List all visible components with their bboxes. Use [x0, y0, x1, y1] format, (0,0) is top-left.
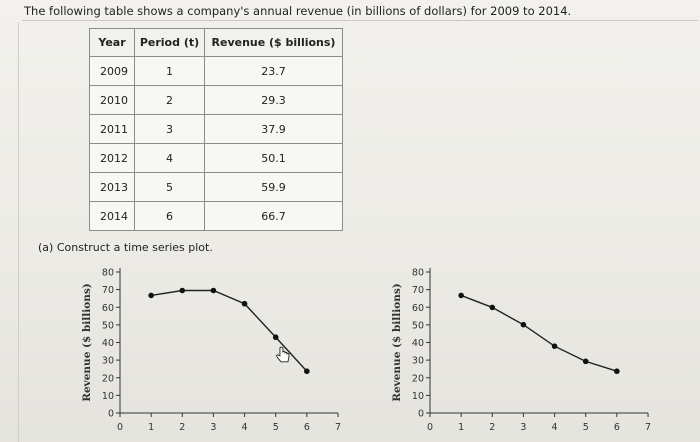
data-point — [148, 292, 154, 299]
cell-revenue: 23.7 — [204, 56, 343, 86]
y-tick-label: 60 — [412, 303, 424, 314]
y-tick-label: 20 — [102, 373, 114, 384]
cell-period: 6 — [134, 201, 205, 231]
divider — [22, 20, 698, 21]
data-point — [210, 287, 217, 294]
y-tick-label: 20 — [412, 373, 424, 384]
cell-year: 2013 — [89, 172, 135, 202]
x-tick-label: 4 — [242, 422, 248, 433]
y-tick-label: 30 — [102, 356, 114, 367]
y-axis-label: Revenue ($ billions) — [391, 283, 403, 402]
y-tick-label: 50 — [102, 320, 114, 331]
cell-revenue: 50.1 — [204, 143, 343, 173]
cell-period: 5 — [134, 172, 205, 202]
data-point — [489, 304, 496, 311]
cell-year: 2012 — [89, 143, 135, 173]
x-tick-label: 2 — [179, 422, 185, 433]
question-prompt: The following table shows a company's an… — [24, 4, 572, 18]
cell-year: 2014 — [89, 201, 135, 231]
x-tick-label: 4 — [552, 422, 558, 433]
cell-period: 1 — [134, 56, 205, 86]
y-tick-label: 0 — [418, 409, 424, 420]
series-line — [460, 294, 618, 372]
table-row: 2013 5 59.9 — [89, 172, 343, 202]
y-tick-label: 0 — [108, 409, 114, 420]
revenue-table: Year Period (t) Revenue ($ billions) 200… — [89, 28, 343, 231]
y-tick-label: 80 — [412, 268, 424, 279]
x-tick-label: 3 — [520, 422, 526, 433]
column-header-period: Period (t) — [134, 28, 205, 57]
time-series-plot-option-2[interactable]: Revenue ($ billions) 0 10 20 30 40 50 60 70 80 0 1 2… — [386, 258, 686, 442]
x-tick-label: 0 — [427, 422, 433, 433]
y-tick-label: 30 — [412, 356, 424, 367]
data-point — [179, 287, 186, 294]
data-point — [582, 358, 589, 365]
x-tick-label: 6 — [614, 422, 620, 433]
cell-period: 4 — [134, 143, 205, 173]
y-tick-label: 50 — [412, 320, 424, 331]
column-header-year: Year — [89, 28, 135, 57]
x-tick-label: 1 — [458, 422, 464, 433]
x-tick-label: 5 — [583, 422, 589, 433]
data-point — [458, 292, 464, 299]
cursor-shape — [276, 346, 290, 363]
y-tick-label: 40 — [102, 338, 114, 349]
data-point — [304, 368, 310, 375]
table-row: 2010 2 29.3 — [89, 85, 343, 115]
y-tick-label: 70 — [412, 285, 424, 296]
part-a-label: (a) Construct a time series plot. — [38, 241, 213, 254]
data-point — [241, 300, 248, 307]
y-tick-label: 70 — [102, 285, 114, 296]
cell-year: 2010 — [89, 85, 135, 115]
cell-year: 2011 — [89, 114, 135, 144]
data-point — [551, 343, 558, 350]
x-tick-label: 6 — [304, 422, 310, 433]
x-tick-label: 3 — [210, 422, 216, 433]
divider — [18, 22, 19, 442]
cell-revenue: 29.3 — [204, 85, 343, 115]
cell-period: 2 — [134, 85, 205, 115]
table-row: 2012 4 50.1 — [89, 143, 343, 173]
table-row: 2009 1 23.7 — [89, 56, 343, 86]
series-line — [151, 289, 308, 372]
x-tick-label: 2 — [489, 422, 495, 433]
x-tick-label: 0 — [117, 422, 123, 433]
y-axis-label: Revenue ($ billions) — [81, 283, 93, 402]
y-tick-label: 60 — [102, 303, 114, 314]
cell-revenue: 59.9 — [204, 172, 343, 202]
hand-pointer-icon — [276, 346, 290, 363]
x-tick-label: 1 — [148, 422, 154, 433]
cell-period: 3 — [134, 114, 205, 144]
cell-revenue: 37.9 — [204, 114, 343, 144]
y-tick-label: 40 — [412, 338, 424, 349]
data-point — [520, 321, 527, 328]
data-point — [614, 368, 620, 375]
data-point — [272, 334, 279, 341]
table-row: 2014 6 66.7 — [89, 201, 343, 231]
table-header-row: Year Period (t) Revenue ($ billions) — [89, 28, 343, 57]
y-tick-label: 80 — [102, 268, 114, 279]
column-header-revenue: Revenue ($ billions) — [204, 28, 343, 57]
table-row: 2011 3 37.9 — [89, 114, 343, 144]
cell-revenue: 66.7 — [204, 201, 343, 231]
y-tick-label: 10 — [412, 391, 424, 402]
x-tick-label: 5 — [273, 422, 279, 433]
cell-year: 2009 — [89, 56, 135, 86]
time-series-plot-option-1[interactable]: Revenue ($ billions) 0 10 20 30 40 50 60 70 80 0 1 2… — [76, 258, 376, 442]
x-tick-label: 7 — [335, 422, 341, 433]
x-tick-label: 7 — [645, 422, 651, 433]
y-tick-label: 10 — [102, 391, 114, 402]
